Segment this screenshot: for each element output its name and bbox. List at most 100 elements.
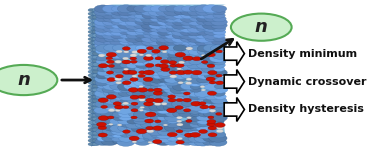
- Circle shape: [135, 33, 148, 38]
- Circle shape: [95, 75, 113, 83]
- Circle shape: [212, 26, 226, 32]
- Circle shape: [131, 124, 150, 133]
- Circle shape: [168, 129, 180, 134]
- Circle shape: [124, 128, 142, 136]
- Circle shape: [197, 107, 211, 113]
- Circle shape: [197, 26, 211, 32]
- Circle shape: [117, 5, 135, 13]
- Circle shape: [92, 128, 99, 131]
- Circle shape: [124, 68, 129, 70]
- Text: Density minimum: Density minimum: [248, 49, 357, 59]
- Circle shape: [215, 123, 225, 127]
- Circle shape: [103, 104, 117, 110]
- Circle shape: [92, 106, 99, 110]
- Circle shape: [212, 59, 226, 65]
- Circle shape: [135, 66, 148, 72]
- Circle shape: [156, 25, 174, 33]
- Circle shape: [88, 34, 95, 37]
- Circle shape: [88, 132, 95, 135]
- Circle shape: [130, 95, 139, 99]
- Circle shape: [92, 99, 99, 102]
- Circle shape: [191, 101, 201, 106]
- Circle shape: [122, 81, 131, 85]
- Circle shape: [197, 45, 212, 52]
- Circle shape: [108, 64, 115, 67]
- Circle shape: [143, 77, 153, 82]
- Circle shape: [94, 25, 111, 32]
- Circle shape: [189, 104, 204, 111]
- Circle shape: [131, 109, 138, 112]
- Circle shape: [129, 111, 142, 117]
- Circle shape: [164, 8, 181, 16]
- Circle shape: [112, 22, 125, 28]
- Circle shape: [134, 15, 149, 22]
- Circle shape: [115, 105, 123, 109]
- Circle shape: [149, 22, 165, 29]
- Circle shape: [118, 118, 132, 124]
- Circle shape: [187, 28, 204, 36]
- Circle shape: [92, 121, 99, 124]
- Circle shape: [203, 138, 218, 145]
- Circle shape: [166, 121, 180, 128]
- Circle shape: [216, 81, 224, 85]
- Circle shape: [209, 138, 227, 146]
- Circle shape: [107, 60, 115, 64]
- Circle shape: [88, 19, 95, 23]
- Circle shape: [194, 134, 212, 143]
- Circle shape: [112, 6, 125, 12]
- Circle shape: [159, 64, 169, 68]
- Circle shape: [150, 121, 165, 128]
- Circle shape: [174, 6, 187, 12]
- Circle shape: [112, 45, 126, 51]
- Circle shape: [128, 104, 139, 109]
- Circle shape: [187, 76, 204, 84]
- Circle shape: [110, 28, 127, 36]
- Circle shape: [175, 108, 188, 113]
- Circle shape: [126, 90, 139, 96]
- Circle shape: [143, 19, 156, 25]
- Circle shape: [209, 55, 226, 62]
- Circle shape: [88, 103, 95, 106]
- Circle shape: [88, 95, 95, 99]
- Circle shape: [170, 64, 177, 67]
- Circle shape: [135, 45, 147, 50]
- Circle shape: [138, 88, 147, 92]
- Circle shape: [173, 39, 188, 45]
- Circle shape: [199, 102, 206, 105]
- Circle shape: [150, 80, 165, 86]
- Circle shape: [92, 63, 99, 66]
- Circle shape: [187, 61, 203, 69]
- Circle shape: [110, 83, 126, 90]
- Circle shape: [213, 66, 225, 71]
- Circle shape: [150, 114, 167, 122]
- Circle shape: [214, 77, 226, 82]
- Circle shape: [202, 21, 220, 29]
- Polygon shape: [224, 42, 245, 66]
- Circle shape: [88, 27, 95, 30]
- Circle shape: [149, 28, 165, 36]
- Circle shape: [111, 9, 125, 15]
- Circle shape: [165, 32, 180, 39]
- Circle shape: [216, 112, 222, 115]
- Circle shape: [179, 58, 196, 66]
- Circle shape: [131, 116, 137, 119]
- Circle shape: [187, 79, 204, 86]
- Circle shape: [96, 73, 109, 79]
- Circle shape: [110, 38, 127, 46]
- Circle shape: [135, 36, 149, 42]
- Circle shape: [88, 8, 95, 12]
- Circle shape: [141, 35, 158, 42]
- Circle shape: [163, 86, 181, 93]
- Circle shape: [125, 18, 143, 26]
- Circle shape: [135, 19, 148, 25]
- Circle shape: [113, 139, 124, 144]
- Circle shape: [180, 18, 196, 26]
- Circle shape: [95, 44, 113, 52]
- Circle shape: [92, 110, 99, 113]
- Circle shape: [189, 13, 202, 18]
- Circle shape: [172, 18, 189, 26]
- Circle shape: [212, 119, 224, 124]
- Circle shape: [209, 106, 215, 109]
- Circle shape: [195, 5, 212, 13]
- Circle shape: [109, 25, 127, 33]
